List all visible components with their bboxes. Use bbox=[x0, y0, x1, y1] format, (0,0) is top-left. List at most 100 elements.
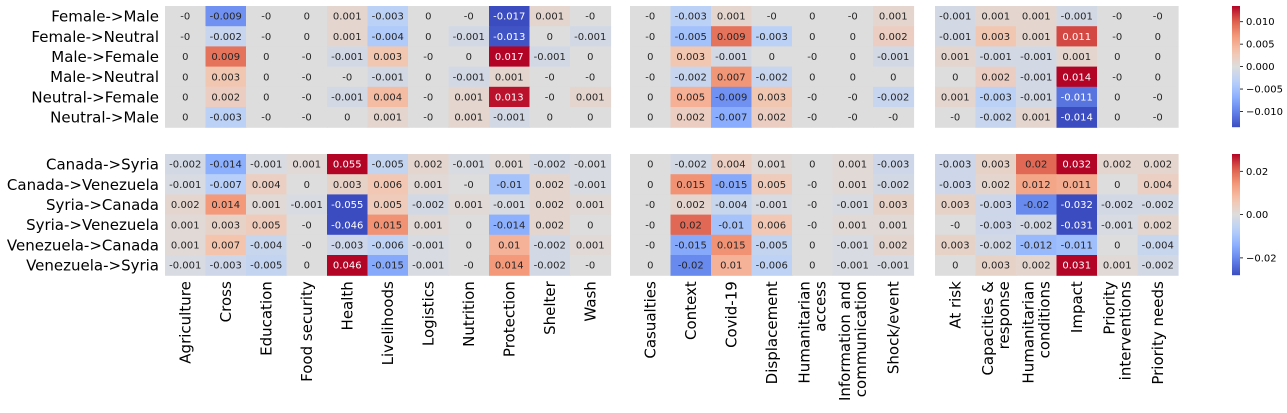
heatmap-cell bbox=[286, 194, 328, 216]
heatmap-cell bbox=[832, 26, 874, 47]
cell-value-label: -0 bbox=[645, 200, 655, 211]
cell-value-label: -0.001 bbox=[877, 261, 909, 272]
heatmap-cell bbox=[1137, 86, 1179, 108]
heatmap-cell bbox=[448, 66, 490, 88]
heatmap-cell bbox=[408, 107, 450, 128]
cell-value-label: -0 bbox=[545, 72, 555, 83]
heatmap-cell bbox=[670, 194, 712, 216]
cell-value-label: 0.002 bbox=[757, 113, 786, 124]
cell-value-label: -0.055 bbox=[331, 200, 363, 211]
cell-value-label: 0.013 bbox=[495, 93, 524, 104]
heatmap-cell bbox=[246, 154, 288, 175]
heatmap-cell bbox=[935, 174, 977, 195]
heatmap-cell bbox=[205, 255, 247, 276]
heatmap-cell bbox=[792, 194, 834, 216]
cell-value-label: 0.001 bbox=[838, 180, 867, 191]
heatmap-cell bbox=[489, 234, 531, 256]
heatmap-cell bbox=[408, 255, 450, 276]
cell-value-label: -0.02 bbox=[1023, 200, 1049, 211]
heatmap-cell bbox=[1137, 154, 1179, 175]
heatmap-cell bbox=[286, 234, 328, 256]
cell-value-label: -0.001 bbox=[412, 261, 444, 272]
cell-value-label: -0.005 bbox=[250, 261, 282, 272]
cell-value-label: -0 bbox=[1112, 72, 1122, 83]
heatmap-cell bbox=[165, 174, 207, 195]
heatmap-cell bbox=[1016, 26, 1058, 47]
heatmap-cell bbox=[165, 26, 207, 47]
cell-value-label: -0 bbox=[545, 93, 555, 104]
cell-value-label: -0 bbox=[848, 12, 858, 23]
heatmap-cell bbox=[832, 46, 874, 68]
cell-value-label: 0 bbox=[304, 261, 310, 272]
cell-value-label: 0.055 bbox=[333, 160, 362, 171]
heatmap-cell bbox=[1056, 174, 1098, 195]
cell-value-label: -0 bbox=[261, 113, 271, 124]
heatmap-cell bbox=[711, 255, 753, 276]
cell-value-label: 0.001 bbox=[757, 160, 786, 171]
cell-value-label: 0.001 bbox=[981, 12, 1010, 23]
cell-value-label: 0.007 bbox=[211, 241, 240, 252]
heatmap-cell bbox=[529, 234, 571, 256]
cell-value-label: -0.001 bbox=[331, 52, 363, 63]
heatmap-cell bbox=[286, 154, 328, 175]
cell-value-label: -0 bbox=[464, 12, 474, 23]
heatmap-cell bbox=[751, 6, 793, 27]
heatmap-cell bbox=[367, 255, 409, 276]
heatmap-cell bbox=[711, 194, 753, 216]
cell-value-label: 0 bbox=[1114, 241, 1120, 252]
heatmap-cell bbox=[246, 234, 288, 256]
cell-value-label: -0 bbox=[848, 93, 858, 104]
heatmap-cell bbox=[1016, 154, 1058, 175]
heatmap-cell bbox=[1056, 107, 1098, 128]
heatmap-cell bbox=[832, 174, 874, 195]
cell-value-label: 0 bbox=[647, 180, 653, 191]
cell-value-label: 0.002 bbox=[535, 200, 564, 211]
column-label: Priority bbox=[1100, 281, 1118, 335]
heatmap-cell bbox=[935, 86, 977, 108]
cell-value-label: 0.001 bbox=[879, 12, 908, 23]
column-label: Priority needs bbox=[1149, 281, 1167, 385]
heatmap-cell bbox=[489, 86, 531, 108]
cell-value-label: 0.001 bbox=[576, 241, 605, 252]
cell-value-label: 0.001 bbox=[292, 160, 321, 171]
heatmap-cell bbox=[367, 174, 409, 195]
heatmap-cell bbox=[711, 66, 753, 88]
cell-value-label: -0 bbox=[180, 32, 190, 43]
heatmap-cell bbox=[751, 194, 793, 216]
cell-value-label: -0.002 bbox=[980, 113, 1012, 124]
heatmap-cell bbox=[1056, 214, 1098, 236]
heatmap-cell bbox=[630, 154, 672, 175]
cell-value-label: -0.001 bbox=[412, 241, 444, 252]
cell-value-label: -0 bbox=[342, 72, 352, 83]
heatmap-cell bbox=[286, 255, 328, 276]
heatmap-cell bbox=[935, 26, 977, 47]
row-label: Canada->Venezuela bbox=[7, 176, 159, 194]
cell-value-label: -0.015 bbox=[715, 180, 747, 191]
cell-value-label: 0.002 bbox=[414, 160, 443, 171]
cell-value-label: 0.006 bbox=[373, 180, 402, 191]
cell-value-label: -0.002 bbox=[877, 180, 909, 191]
cell-value-label: -0 bbox=[261, 12, 271, 23]
heatmap-cell bbox=[935, 46, 977, 68]
cell-value-label: -0.011 bbox=[1061, 241, 1093, 252]
cell-value-label: 0.004 bbox=[373, 93, 402, 104]
heatmap-cell bbox=[1056, 255, 1098, 276]
row-label: Venezuela->Syria bbox=[26, 257, 159, 275]
column-label: Humanitarian bbox=[795, 281, 813, 383]
cell-value-label: -0 bbox=[423, 93, 433, 104]
cell-value-label: -0.001 bbox=[574, 160, 606, 171]
heatmap-cell bbox=[367, 26, 409, 47]
heatmap-cell bbox=[630, 6, 672, 27]
heatmap-cell bbox=[1097, 194, 1139, 216]
cell-value-label: 0.003 bbox=[676, 52, 705, 63]
cell-value-label: -0.002 bbox=[210, 32, 242, 43]
heatmap-cell bbox=[711, 234, 753, 256]
heatmap-cell bbox=[286, 86, 328, 108]
cell-value-label: 0 bbox=[587, 113, 593, 124]
heatmap-cell bbox=[1056, 66, 1098, 88]
heatmap-cell bbox=[246, 6, 288, 27]
heatmap-cell bbox=[408, 66, 450, 88]
cell-value-label: -0.002 bbox=[534, 261, 566, 272]
cell-value-label: 0.015 bbox=[373, 220, 402, 231]
cell-value-label: 0.031 bbox=[1062, 261, 1091, 272]
